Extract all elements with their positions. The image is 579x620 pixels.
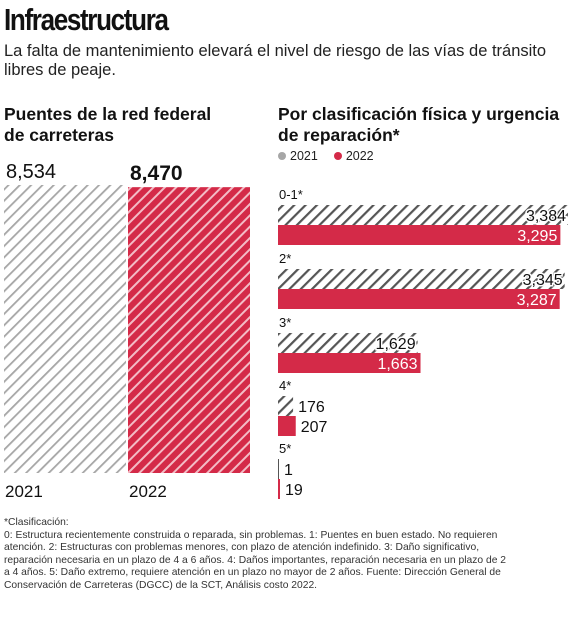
bar-2021-5 xyxy=(278,459,279,479)
bar-2021-1 xyxy=(278,205,568,225)
footnote-line: Conservación de Carreteras (DGCC) de la … xyxy=(4,579,318,591)
data-label-2021-2: 3,345 xyxy=(523,272,563,289)
bar-2022-5 xyxy=(278,479,280,499)
bar-2021-3 xyxy=(278,333,418,353)
bar-2021-4 xyxy=(278,396,294,416)
category-label-2: 2* xyxy=(279,251,291,266)
data-label-2021-4: 176 xyxy=(298,399,325,416)
subtitle-line-1: La falta de mantenimiento elevará el niv… xyxy=(4,42,547,60)
bar-2021-2 xyxy=(278,269,565,289)
bar-2022-1 xyxy=(278,225,561,245)
legend-item-2022: 2022 xyxy=(333,149,374,163)
category-label-5: 5* xyxy=(279,441,291,456)
footnote-line: 0: Estructura recientemente construida o… xyxy=(4,529,498,541)
category-label-1: 0-1* xyxy=(279,187,303,202)
x-tick-label-2021: 2021 xyxy=(5,482,43,501)
data-label-2021-1: 3,384 xyxy=(526,208,566,225)
legend-label-2022: 2022 xyxy=(345,149,374,163)
legend-swatch-2021 xyxy=(278,152,286,160)
right-chart-title: Por clasificación física y urgencia de r… xyxy=(278,104,559,146)
right-chart-title-line-2: de reparación* xyxy=(278,125,400,145)
legend-item-2021: 2021 xyxy=(278,149,318,163)
data-label-2021-3: 1,629 xyxy=(376,336,416,353)
category-label-4: 4* xyxy=(279,378,291,393)
data-label-2021-5: 1 xyxy=(284,462,293,479)
legend-label-2021: 2021 xyxy=(290,149,318,163)
legend: 2021 2022 xyxy=(278,149,384,163)
legend-swatch-2022 xyxy=(333,152,342,160)
bar-2022-4 xyxy=(278,416,296,436)
page-title: Infraestructura xyxy=(4,2,169,37)
footnote-line: *Clasificación: xyxy=(4,517,69,528)
bar-2022-2 xyxy=(278,289,560,309)
left-bar-chart: 8,534 2021 8,470 2022 xyxy=(4,161,250,501)
bar-2021 xyxy=(4,185,126,473)
left-chart-title-line-2: de carreteras xyxy=(4,125,114,145)
footnote-line: a 4 años. 5: Daño extremo, requiere aten… xyxy=(4,567,501,579)
subtitle-line-2: libres de peaje. xyxy=(4,61,116,79)
data-label-2022-5: 19 xyxy=(285,482,303,499)
data-label-2022: 8,470 xyxy=(130,162,183,185)
bar-2022-3 xyxy=(278,353,421,373)
footnote-line: atención. 2: Estructuras con problemas m… xyxy=(4,542,480,554)
subtitle: La falta de mantenimiento elevará el niv… xyxy=(4,42,579,80)
footnote: *Clasificación: 0: Estructura recienteme… xyxy=(4,517,576,593)
footnote-line: reparación necesaria en un plazo de 4 a … xyxy=(4,554,507,566)
left-chart-title-line-1: Puentes de la red federal xyxy=(4,104,212,124)
left-chart-title: Puentes de la red federal de carreteras xyxy=(4,104,211,146)
data-label-2021: 8,534 xyxy=(6,161,56,183)
data-label-2022-3: 1,663 xyxy=(377,356,417,373)
right-bar-chart: 0-1* 3,384 3,295 2* 3,345 3,287 3* 1,629 1,663 4*… xyxy=(278,187,568,499)
bar-2022 xyxy=(128,187,250,473)
x-tick-label-2022: 2022 xyxy=(129,482,167,501)
data-label-2022-4: 207 xyxy=(301,419,328,436)
data-label-2022-2: 3,287 xyxy=(517,292,557,309)
category-label-3: 3* xyxy=(279,315,291,330)
right-chart-title-line-1: Por clasificación física y urgencia xyxy=(278,104,560,124)
data-label-2022-1: 3,295 xyxy=(517,228,557,245)
